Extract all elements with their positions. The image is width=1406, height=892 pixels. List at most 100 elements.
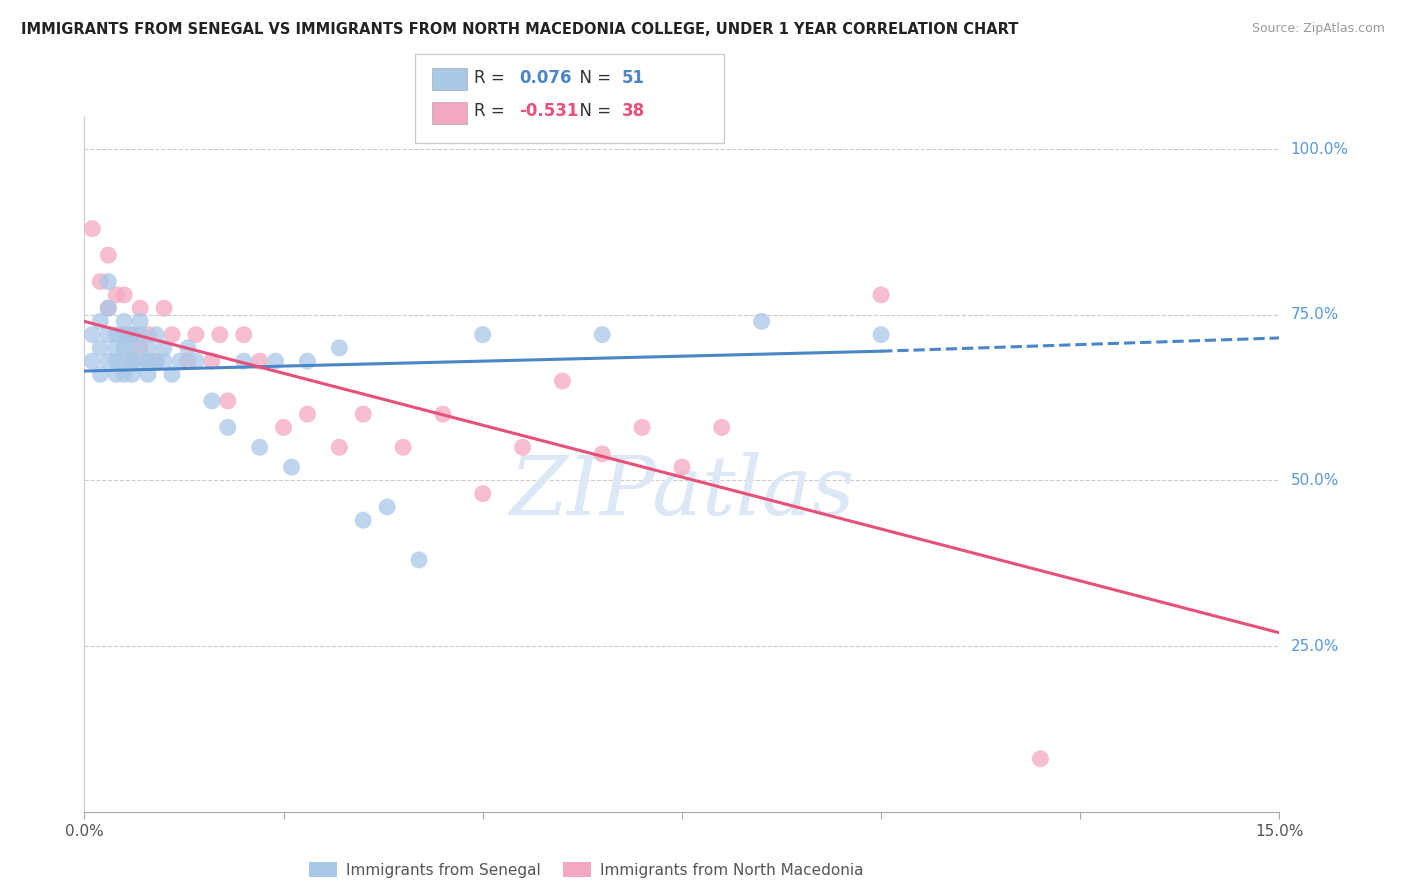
Point xyxy=(471,327,494,342)
Point xyxy=(136,327,159,342)
Point xyxy=(97,248,120,262)
Point xyxy=(136,354,159,368)
Point xyxy=(121,354,143,368)
Point xyxy=(217,420,239,434)
Point xyxy=(217,393,239,408)
Point xyxy=(112,288,135,302)
Point xyxy=(105,354,128,368)
Point xyxy=(105,341,128,355)
Text: R =: R = xyxy=(474,103,510,120)
Point xyxy=(392,440,415,454)
Point xyxy=(184,354,207,368)
Point xyxy=(328,341,350,355)
Point xyxy=(471,486,494,500)
Point xyxy=(177,354,200,368)
Point xyxy=(160,327,183,342)
Point xyxy=(112,327,135,342)
Point xyxy=(153,301,176,315)
Text: 50.0%: 50.0% xyxy=(1291,473,1339,488)
Point xyxy=(591,327,613,342)
Point xyxy=(129,341,152,355)
Point xyxy=(591,447,613,461)
Point xyxy=(105,288,128,302)
Point xyxy=(273,420,295,434)
Point xyxy=(136,341,159,355)
Text: 0.076: 0.076 xyxy=(519,69,571,87)
Point xyxy=(297,354,319,368)
Point xyxy=(145,354,167,368)
Point xyxy=(97,327,120,342)
Point xyxy=(432,407,454,421)
Point xyxy=(375,500,398,514)
Text: N =: N = xyxy=(569,103,617,120)
Point xyxy=(184,327,207,342)
Point xyxy=(153,341,176,355)
Point xyxy=(249,354,271,368)
Point xyxy=(136,368,159,382)
Point xyxy=(145,354,167,368)
Point xyxy=(710,420,733,434)
Text: N =: N = xyxy=(569,69,617,87)
Point xyxy=(112,327,135,342)
Point xyxy=(121,368,143,382)
Point xyxy=(105,327,128,342)
Point xyxy=(177,341,200,355)
Point xyxy=(512,440,534,454)
Text: 51: 51 xyxy=(621,69,644,87)
Point xyxy=(112,341,135,355)
Point xyxy=(1029,752,1052,766)
Text: Source: ZipAtlas.com: Source: ZipAtlas.com xyxy=(1251,22,1385,36)
Point xyxy=(97,301,120,315)
Point xyxy=(169,354,191,368)
Point xyxy=(82,327,104,342)
Text: 38: 38 xyxy=(621,103,644,120)
Point xyxy=(297,407,319,421)
Point xyxy=(551,374,574,388)
Point xyxy=(129,354,152,368)
Point xyxy=(136,354,159,368)
Text: R =: R = xyxy=(474,69,510,87)
Point xyxy=(121,327,143,342)
Point xyxy=(129,314,152,328)
Point xyxy=(751,314,773,328)
Point xyxy=(105,368,128,382)
Text: 25.0%: 25.0% xyxy=(1291,639,1339,654)
Point xyxy=(89,275,111,289)
Point xyxy=(121,354,143,368)
Point xyxy=(671,460,693,475)
Point xyxy=(82,221,104,235)
Point xyxy=(352,407,374,421)
Point xyxy=(121,341,143,355)
Point xyxy=(352,513,374,527)
Point xyxy=(129,327,152,342)
Point xyxy=(129,301,152,315)
Point xyxy=(89,314,111,328)
Point xyxy=(145,327,167,342)
Text: 100.0%: 100.0% xyxy=(1291,142,1348,157)
Point xyxy=(112,354,135,368)
Point xyxy=(232,327,254,342)
Point xyxy=(160,368,183,382)
Point xyxy=(208,327,231,342)
Point xyxy=(97,301,120,315)
Point xyxy=(280,460,302,475)
Point xyxy=(82,354,104,368)
Point xyxy=(232,354,254,368)
Point xyxy=(89,341,111,355)
Text: ZIPatlas: ZIPatlas xyxy=(509,451,855,532)
Point xyxy=(408,553,430,567)
Point xyxy=(97,354,120,368)
Point xyxy=(153,354,176,368)
Text: -0.531: -0.531 xyxy=(519,103,578,120)
Point xyxy=(249,440,271,454)
Point xyxy=(112,314,135,328)
Point xyxy=(121,327,143,342)
Point xyxy=(631,420,654,434)
Point xyxy=(112,368,135,382)
Point xyxy=(201,354,224,368)
Point xyxy=(328,440,350,454)
Point xyxy=(89,368,111,382)
Text: IMMIGRANTS FROM SENEGAL VS IMMIGRANTS FROM NORTH MACEDONIA COLLEGE, UNDER 1 YEAR: IMMIGRANTS FROM SENEGAL VS IMMIGRANTS FR… xyxy=(21,22,1018,37)
Point xyxy=(870,327,893,342)
Point xyxy=(264,354,287,368)
